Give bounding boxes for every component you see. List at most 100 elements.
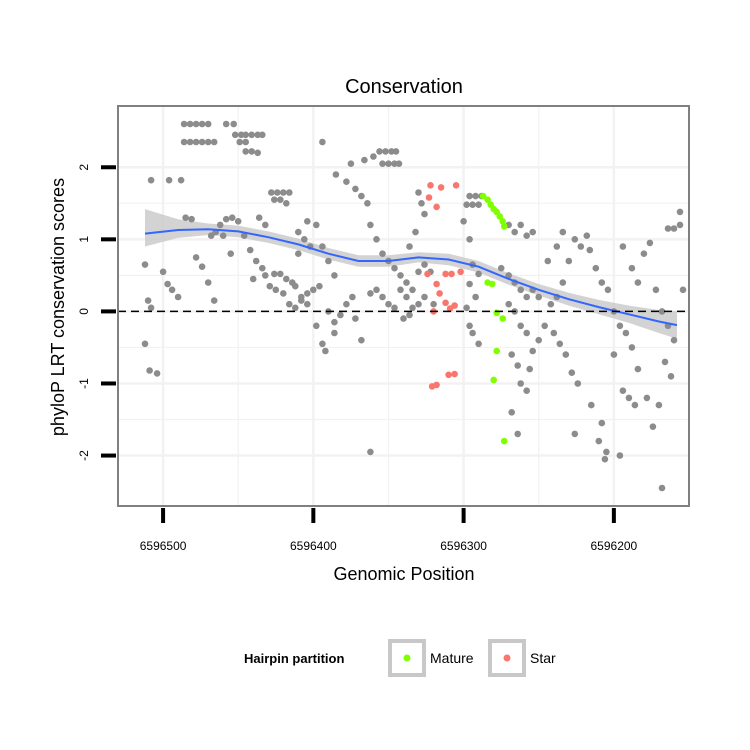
data-point-other [159,268,167,276]
data-point-other [292,304,299,312]
data-point-other [277,196,284,203]
data-point-other [147,304,155,312]
data-point-other [271,196,278,203]
data-point-other [610,351,618,358]
data-point-other [421,210,428,218]
data-point-other [182,214,189,221]
data-point-other [370,153,377,160]
data-point-other [586,246,594,254]
data-point-other [207,232,215,239]
data-point-mature [499,218,507,225]
data-point-other [679,286,687,294]
data-point-other [352,185,359,193]
data-point-other [412,228,419,236]
data-point-other [254,131,261,139]
data-point-other [379,160,386,167]
data-point-other [541,322,548,330]
data-point-star [433,280,440,288]
data-point-other [373,286,380,294]
data-point-other [313,221,320,229]
data-point-other [367,448,374,456]
data-point-other [198,263,206,271]
data-point-other [529,347,536,355]
data-point-star [446,305,454,312]
data-point-other [403,293,410,301]
data-point-other [325,257,332,265]
data-point-other [198,138,206,146]
data-point-other [406,243,413,250]
legend-label-star: Star [530,650,556,666]
data-point-other [466,280,473,288]
data-point-other [331,318,338,326]
data-point-other [153,370,161,377]
data-point-other [511,228,518,236]
data-point-other [556,340,564,348]
data-point-other [469,329,476,337]
data-point-other [188,215,195,223]
data-point-other [430,300,437,308]
data-point-mature [479,192,487,200]
data-point-other [559,228,567,236]
data-point-other [304,300,311,308]
data-point-other [595,437,603,445]
data-point-other [628,344,636,351]
data-point-other [174,293,182,301]
smooth-line [144,228,678,327]
legend-title: Hairpin partition [244,651,344,666]
data-point-star [457,268,464,276]
data-point-other [361,156,368,164]
data-point-other [664,225,672,232]
data-point-other [460,218,467,225]
data-point-star [436,290,443,297]
data-point-star [451,370,458,378]
data-point-other [272,286,280,294]
data-point-other [331,272,338,279]
data-point-other [403,279,410,286]
data-point-other [280,189,287,196]
x-tick-label: 6596400 [290,539,337,553]
data-point-other [505,300,512,308]
data-point-other [619,387,627,395]
data-point-other [640,250,648,257]
data-point-other [535,336,542,344]
data-point-mature [484,196,491,203]
data-point-other [180,138,188,146]
y-tick-label: -2 [77,450,91,461]
data-point-star [437,184,445,191]
data-point-other [254,149,261,157]
data-point-other [472,293,479,301]
data-point-other [523,387,530,395]
data-point-other [517,380,524,387]
data-point-other [192,138,200,146]
data-point-star [428,383,436,390]
data-point-other [652,286,660,294]
data-point-other [236,138,243,146]
data-point-other [406,311,413,319]
legend-key-point-star [503,654,511,662]
data-point-other [242,138,249,146]
data-point-other [391,264,398,272]
data-point-other [619,243,627,250]
data-point-other [574,380,582,387]
data-point-other [352,315,359,322]
data-point-other [319,138,326,146]
data-point-other [601,455,609,463]
data-point-star [448,270,455,278]
data-point-other [313,322,320,330]
data-point-other [204,120,212,128]
data-point-other [547,300,555,308]
data-point-other [523,232,530,239]
data-point-other [508,409,515,416]
data-point-other [141,261,149,268]
data-point-other [472,192,479,200]
y-tick-label: -1 [77,378,91,389]
data-point-other [266,282,274,290]
data-point-other [332,171,340,178]
data-point-other [204,279,212,286]
data-point-other [565,257,573,265]
data-point-other [514,362,521,369]
data-point-other [385,300,392,308]
data-point-other [517,286,524,294]
data-point-other [259,131,266,139]
data-point-other [397,272,404,279]
